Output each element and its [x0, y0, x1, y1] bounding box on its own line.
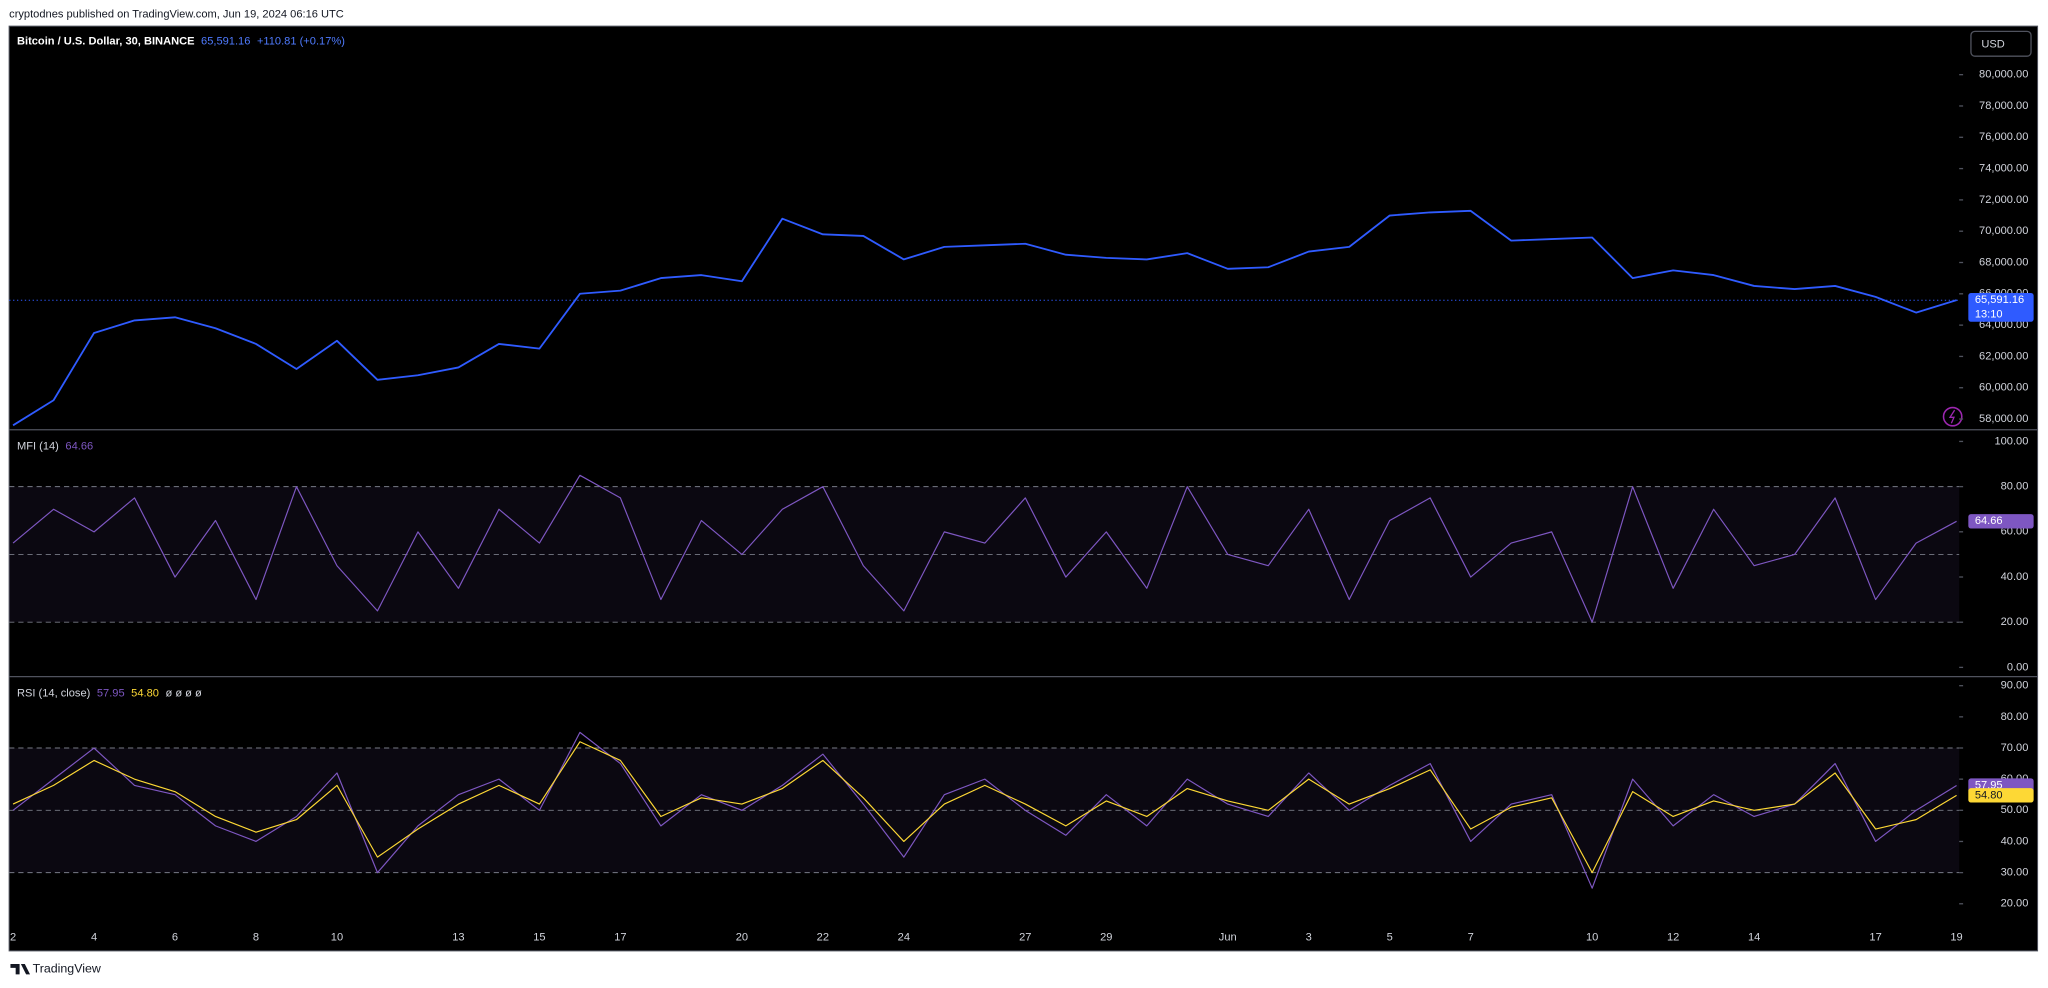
- y-tick-label: 62,000.00: [1979, 350, 2028, 362]
- price-badge-label: 65,591.16: [1975, 294, 2024, 306]
- y-tick-label: 40.00: [2001, 571, 2029, 583]
- y-tick-label: 70,000.00: [1979, 225, 2028, 237]
- x-tick-label: Jun: [1219, 932, 1237, 944]
- x-tick-label: 20: [736, 932, 748, 944]
- x-tick-label: 19: [1950, 932, 1962, 944]
- legend-extra: ø ø ø ø: [165, 688, 202, 700]
- x-tick-label: 6: [172, 932, 178, 944]
- x-tick-label: 5: [1387, 932, 1393, 944]
- x-tick-label: 8: [253, 932, 259, 944]
- y-tick-label: 70.00: [2001, 742, 2029, 754]
- alert-icon-bolt: [1948, 409, 1956, 424]
- y-tick-label: 80.00: [2001, 481, 2029, 493]
- y-tick-label: 100.00: [1994, 435, 2028, 447]
- legend-change: +110.81 (+0.17%): [257, 36, 345, 48]
- x-tick-label: 4: [91, 932, 97, 944]
- legend-value: 57.95: [97, 688, 125, 700]
- y-tick-label: 76,000.00: [1979, 131, 2028, 143]
- series-line: [12, 474, 1957, 623]
- x-tick-label: 17: [1869, 932, 1881, 944]
- y-tick-label: 90.00: [2001, 680, 2029, 692]
- y-tick-label: 74,000.00: [1979, 163, 2028, 175]
- y-tick-label: 20.00: [2001, 616, 2029, 628]
- y-tick-label: 58,000.00: [1979, 413, 2028, 425]
- x-tick-label: 22: [817, 932, 829, 944]
- legend-value: 65,591.16: [201, 36, 250, 48]
- x-tick-label: 3: [1306, 932, 1312, 944]
- currency-button[interactable]: [1970, 30, 2032, 57]
- y-tick-label: 60,000.00: [1979, 382, 2028, 394]
- series-line: [12, 731, 1957, 889]
- y-tick-label: 80,000.00: [1979, 69, 2028, 81]
- alert-icon[interactable]: [1942, 406, 1963, 427]
- y-tick-label: 40.00: [2001, 835, 2029, 847]
- legend-title: RSI (14, close): [17, 688, 90, 700]
- currency-label[interactable]: USD: [1981, 38, 2004, 50]
- countdown-label: 13:10: [1975, 309, 2003, 321]
- series-line: [12, 741, 1957, 874]
- x-tick-label: 13: [452, 932, 464, 944]
- y-tick-label: 20.00: [2001, 898, 2029, 910]
- price-badge-label: 54.80: [1975, 789, 2003, 801]
- legend-value: 54.80: [131, 688, 159, 700]
- publish-header: cryptodnes published on TradingView.com,…: [9, 8, 344, 20]
- y-tick-label: 30.00: [2001, 867, 2029, 879]
- legend-title: MFI (14): [17, 441, 59, 453]
- y-tick-label: 50.00: [2001, 804, 2029, 816]
- x-tick-label: 24: [898, 932, 910, 944]
- y-tick-label: 80.00: [2001, 711, 2029, 723]
- x-tick-label: 7: [1468, 932, 1474, 944]
- price-badge: [1968, 788, 2034, 803]
- y-tick-label: 72,000.00: [1979, 194, 2028, 206]
- y-tick-label: 78,000.00: [1979, 100, 2028, 112]
- x-tick-label: 29: [1100, 932, 1112, 944]
- y-tick-label: 0.00: [2007, 661, 2029, 673]
- x-tick-label: 14: [1748, 932, 1760, 944]
- x-tick-label: 17: [614, 932, 626, 944]
- footer-logo: [10, 963, 31, 975]
- y-tick-label: 60.00: [2001, 526, 2029, 538]
- y-tick-label: 64,000.00: [1979, 319, 2028, 331]
- price-badge-label: 64.66: [1975, 515, 2003, 527]
- legend-value: 64.66: [65, 441, 93, 453]
- legend-title: Bitcoin / U.S. Dollar, 30, BINANCE: [17, 36, 195, 48]
- x-tick-label: 27: [1019, 932, 1031, 944]
- x-tick-label: 10: [1586, 932, 1598, 944]
- x-tick-label: 12: [1667, 932, 1679, 944]
- x-tick-label: 2: [10, 932, 16, 944]
- x-tick-label: 10: [331, 932, 343, 944]
- price-badge: [1968, 293, 2034, 322]
- series-line: [12, 209, 1957, 427]
- footer-brand: TradingView: [33, 961, 101, 975]
- price-badge: [1968, 514, 2034, 529]
- y-tick-label: 68,000.00: [1979, 256, 2028, 268]
- x-tick-label: 15: [533, 932, 545, 944]
